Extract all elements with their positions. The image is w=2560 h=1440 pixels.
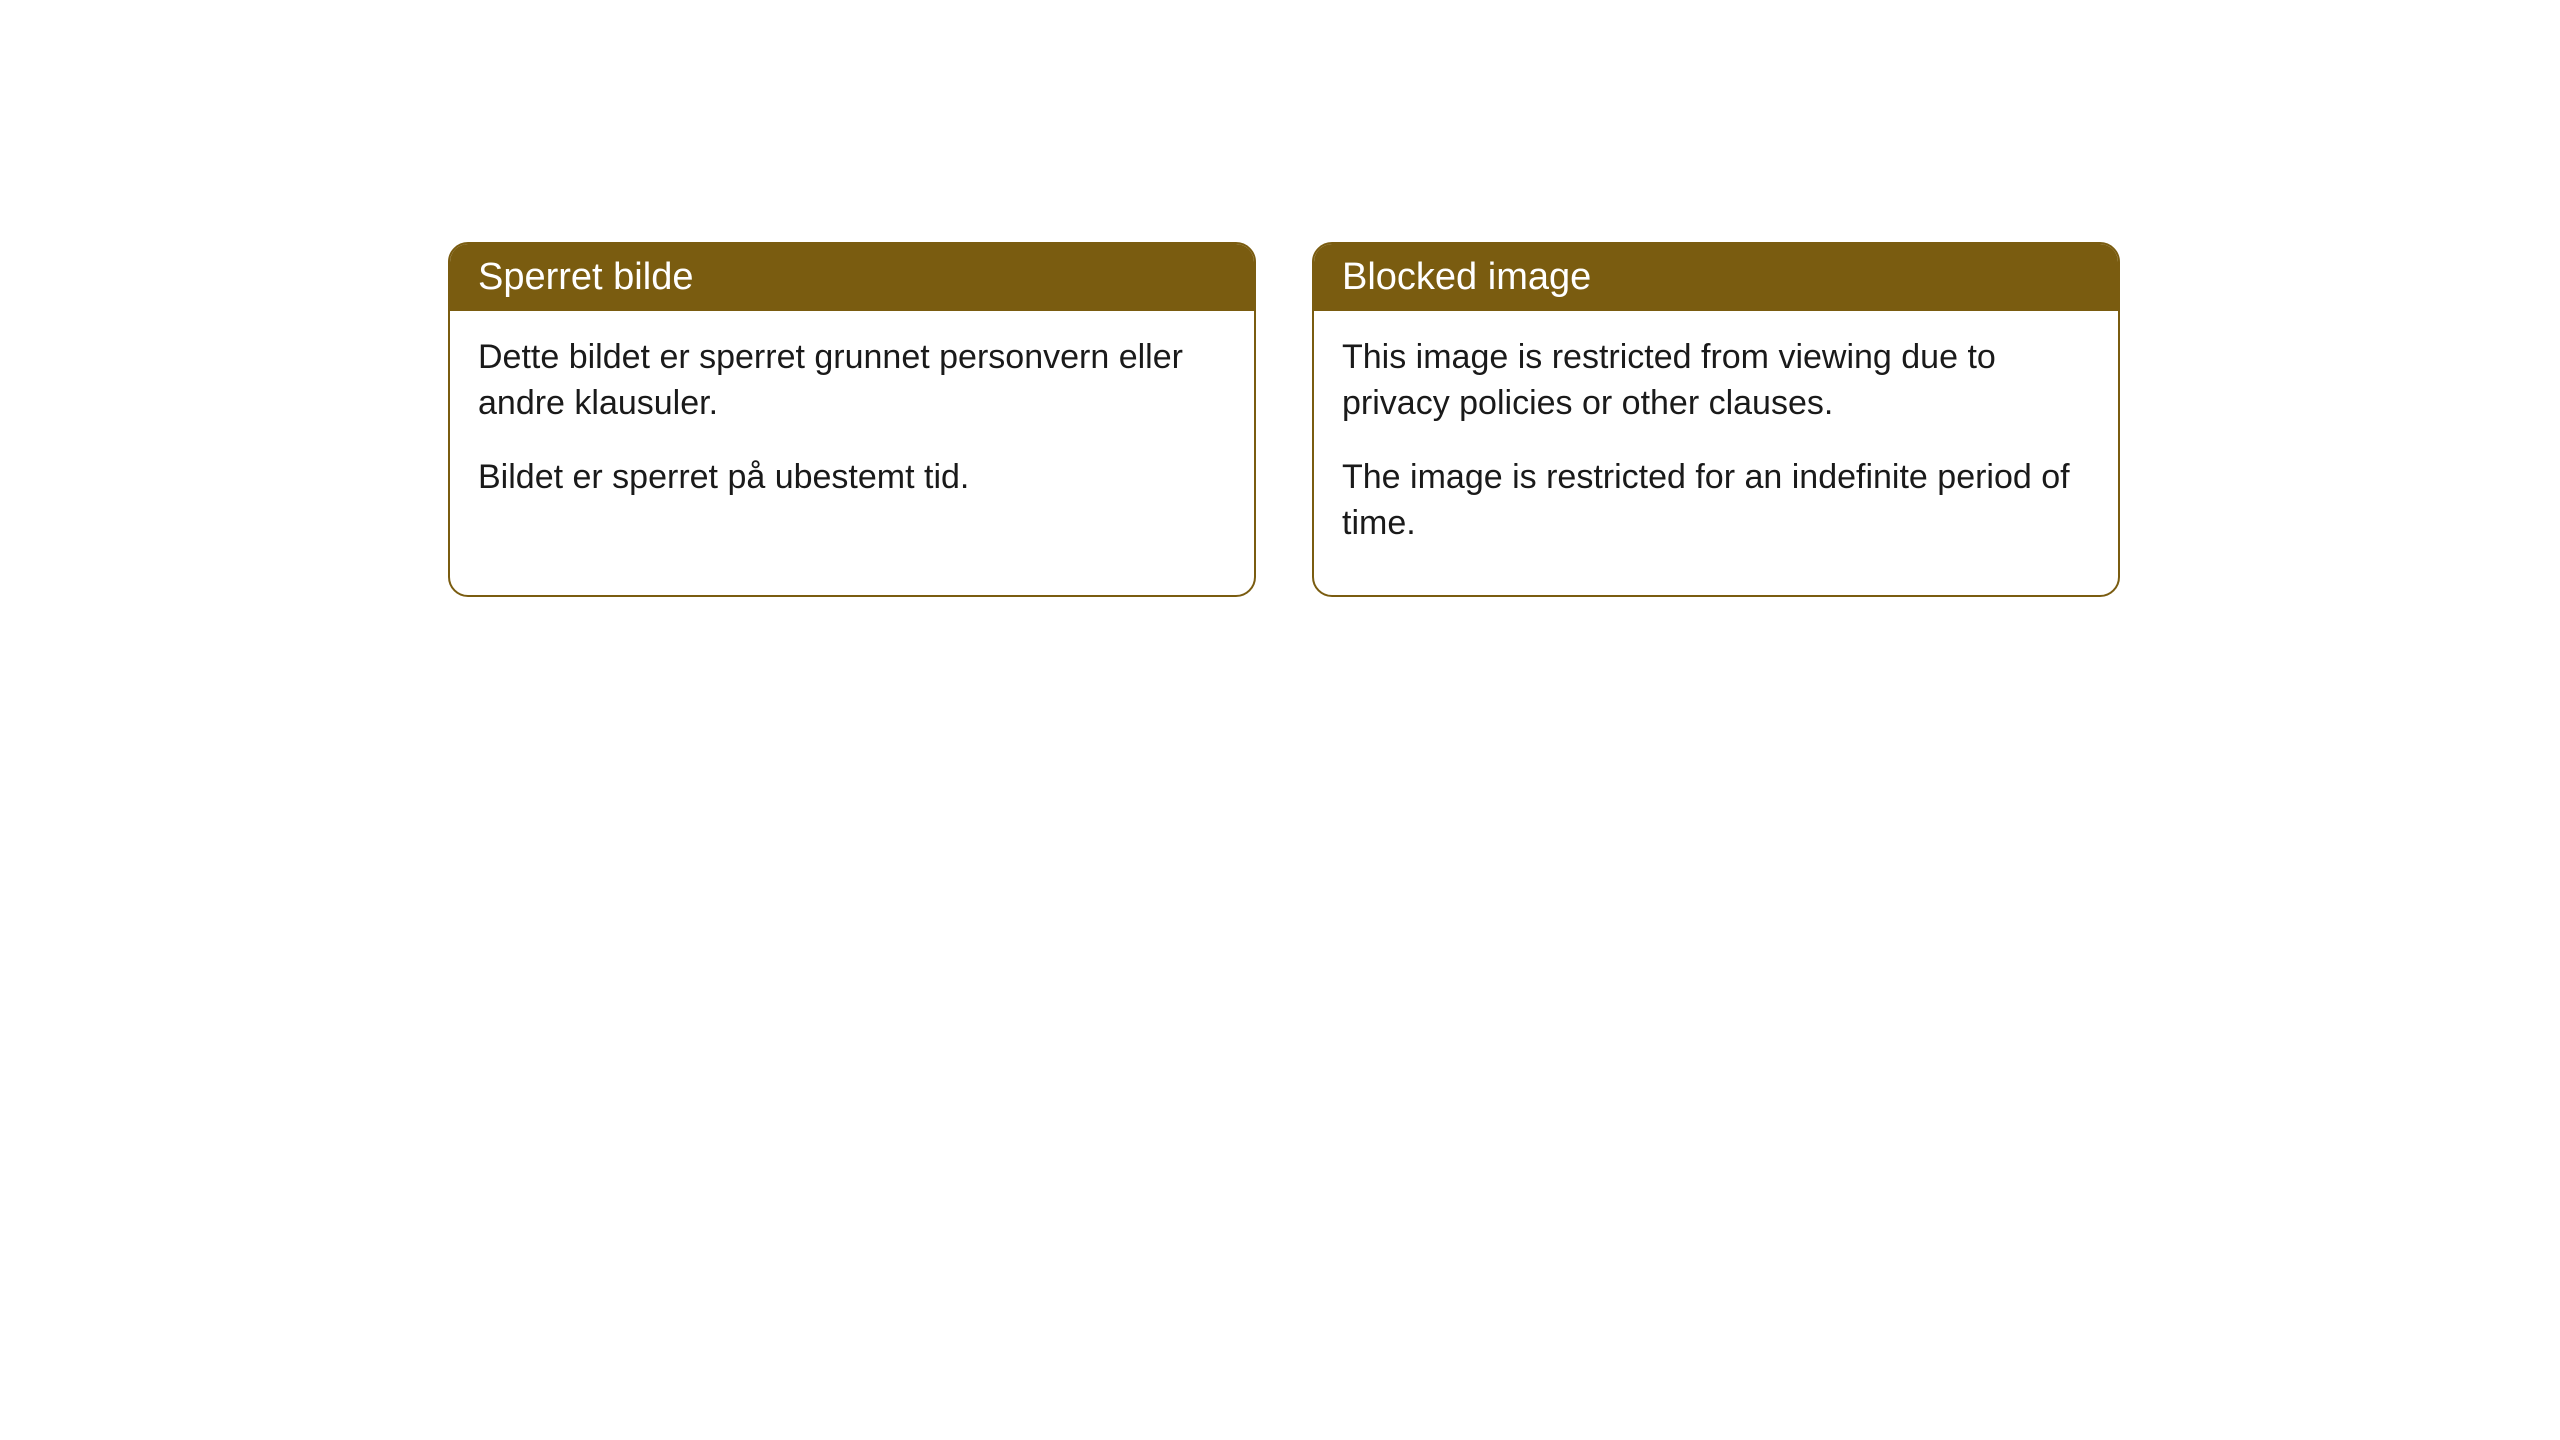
notice-card-norwegian: Sperret bilde Dette bildet er sperret gr… bbox=[448, 242, 1256, 597]
notice-card-english: Blocked image This image is restricted f… bbox=[1312, 242, 2120, 597]
notice-paragraph-1-norwegian: Dette bildet er sperret grunnet personve… bbox=[478, 335, 1226, 427]
notice-paragraph-1-english: This image is restricted from viewing du… bbox=[1342, 335, 2090, 427]
notice-paragraph-2-norwegian: Bildet er sperret på ubestemt tid. bbox=[478, 455, 1226, 501]
notice-body-norwegian: Dette bildet er sperret grunnet personve… bbox=[450, 311, 1254, 549]
notice-paragraph-2-english: The image is restricted for an indefinit… bbox=[1342, 455, 2090, 547]
notice-title-norwegian: Sperret bilde bbox=[478, 256, 693, 298]
notice-header-english: Blocked image bbox=[1314, 244, 2118, 311]
notice-body-english: This image is restricted from viewing du… bbox=[1314, 311, 2118, 595]
notice-title-english: Blocked image bbox=[1342, 256, 1591, 298]
notice-header-norwegian: Sperret bilde bbox=[450, 244, 1254, 311]
notice-container: Sperret bilde Dette bildet er sperret gr… bbox=[448, 242, 2120, 597]
